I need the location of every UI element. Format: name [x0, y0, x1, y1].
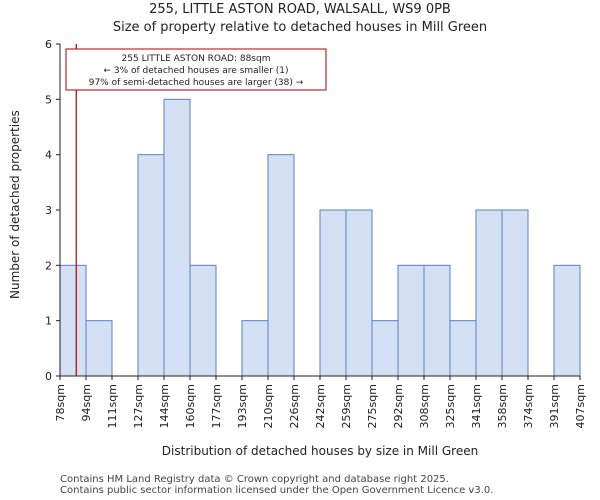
bar-94sqm	[85, 320, 113, 377]
x-tick-label-144sqm: 144sqm	[158, 384, 171, 428]
x-tick-label-308sqm: 308sqm	[418, 384, 431, 428]
y-tick-label-6: 6	[45, 38, 52, 51]
x-tick-label-242sqm: 242sqm	[314, 384, 327, 428]
x-tick-label-94sqm: 94sqm	[80, 384, 93, 421]
chart-subtitle: Size of property relative to detached ho…	[112, 20, 488, 35]
annotation-group: 255 LITTLE ASTON ROAD: 88sqm ← 3% of det…	[65, 48, 327, 91]
y-tick-label-0: 0	[45, 370, 52, 383]
bar-78sqm	[59, 264, 87, 377]
annotation-line-1: 255 LITTLE ASTON ROAD: 88sqm	[122, 54, 271, 64]
footer-line-2: Contains public sector information licen…	[60, 485, 494, 496]
footer-line-1: Contains HM Land Registry data © Crown c…	[60, 474, 449, 485]
bar-259sqm	[345, 209, 373, 377]
annotation-box	[65, 48, 327, 91]
bar-242sqm	[319, 209, 347, 377]
x-tick-label-325sqm: 325sqm	[444, 384, 457, 428]
x-tick-label-341sqm: 341sqm	[470, 384, 483, 428]
bar-160sqm	[189, 264, 217, 377]
y-axis-label: Number of detached properties	[8, 110, 22, 299]
bar-210sqm	[267, 154, 295, 377]
x-tick-label-391sqm: 391sqm	[548, 384, 561, 428]
x-tick-label-226sqm: 226sqm	[288, 384, 301, 428]
x-tick-label-292sqm: 292sqm	[392, 384, 405, 428]
annotation-line-2: ← 3% of detached houses are smaller (1)	[103, 66, 288, 76]
bar-391sqm	[553, 264, 581, 377]
x-tick-label-259sqm: 259sqm	[340, 384, 353, 428]
x-tick-label-374sqm: 374sqm	[522, 384, 535, 428]
x-tick-label-78sqm: 78sqm	[54, 384, 67, 421]
x-tick-label-407sqm: 407sqm	[574, 384, 587, 428]
x-tick-label-358sqm: 358sqm	[496, 384, 509, 428]
x-axis-label: Distribution of detached houses by size …	[161, 444, 479, 458]
x-tick-label-210sqm: 210sqm	[262, 384, 275, 428]
bar-144sqm	[163, 98, 191, 377]
axes-group: 0 1 2 3 4 5 6 78sqm 94sqm 111sqm 127sqm 144sqm 160sq…	[45, 38, 587, 428]
x-tick-label-275sqm: 275sqm	[366, 384, 379, 428]
bar-341sqm	[475, 209, 503, 377]
y-tick-label-5: 5	[45, 93, 52, 106]
y-tick-label-4: 4	[45, 149, 52, 162]
bar-193sqm	[241, 320, 269, 377]
x-tick-label-177sqm: 177sqm	[210, 384, 223, 428]
chart-title: 255, LITTLE ASTON ROAD, WALSALL, WS9 0PB	[149, 2, 451, 17]
bar-275sqm	[371, 320, 399, 377]
bar-358sqm	[501, 209, 529, 377]
bar-325sqm	[449, 320, 477, 377]
x-tick-label-160sqm: 160sqm	[184, 384, 197, 428]
bar-308sqm	[423, 264, 451, 377]
x-tick-label-193sqm: 193sqm	[236, 384, 249, 428]
x-tick-label-111sqm: 111sqm	[106, 384, 119, 428]
bar-292sqm	[397, 264, 425, 377]
bar-127sqm	[137, 154, 165, 377]
y-tick-label-3: 3	[45, 204, 52, 217]
y-tick-label-2: 2	[45, 259, 52, 272]
x-tick-label-127sqm: 127sqm	[132, 384, 145, 428]
annotation-line-3: 97% of semi-detached houses are larger (…	[89, 78, 304, 88]
bars-group	[59, 98, 581, 377]
y-tick-label-1: 1	[45, 315, 52, 328]
